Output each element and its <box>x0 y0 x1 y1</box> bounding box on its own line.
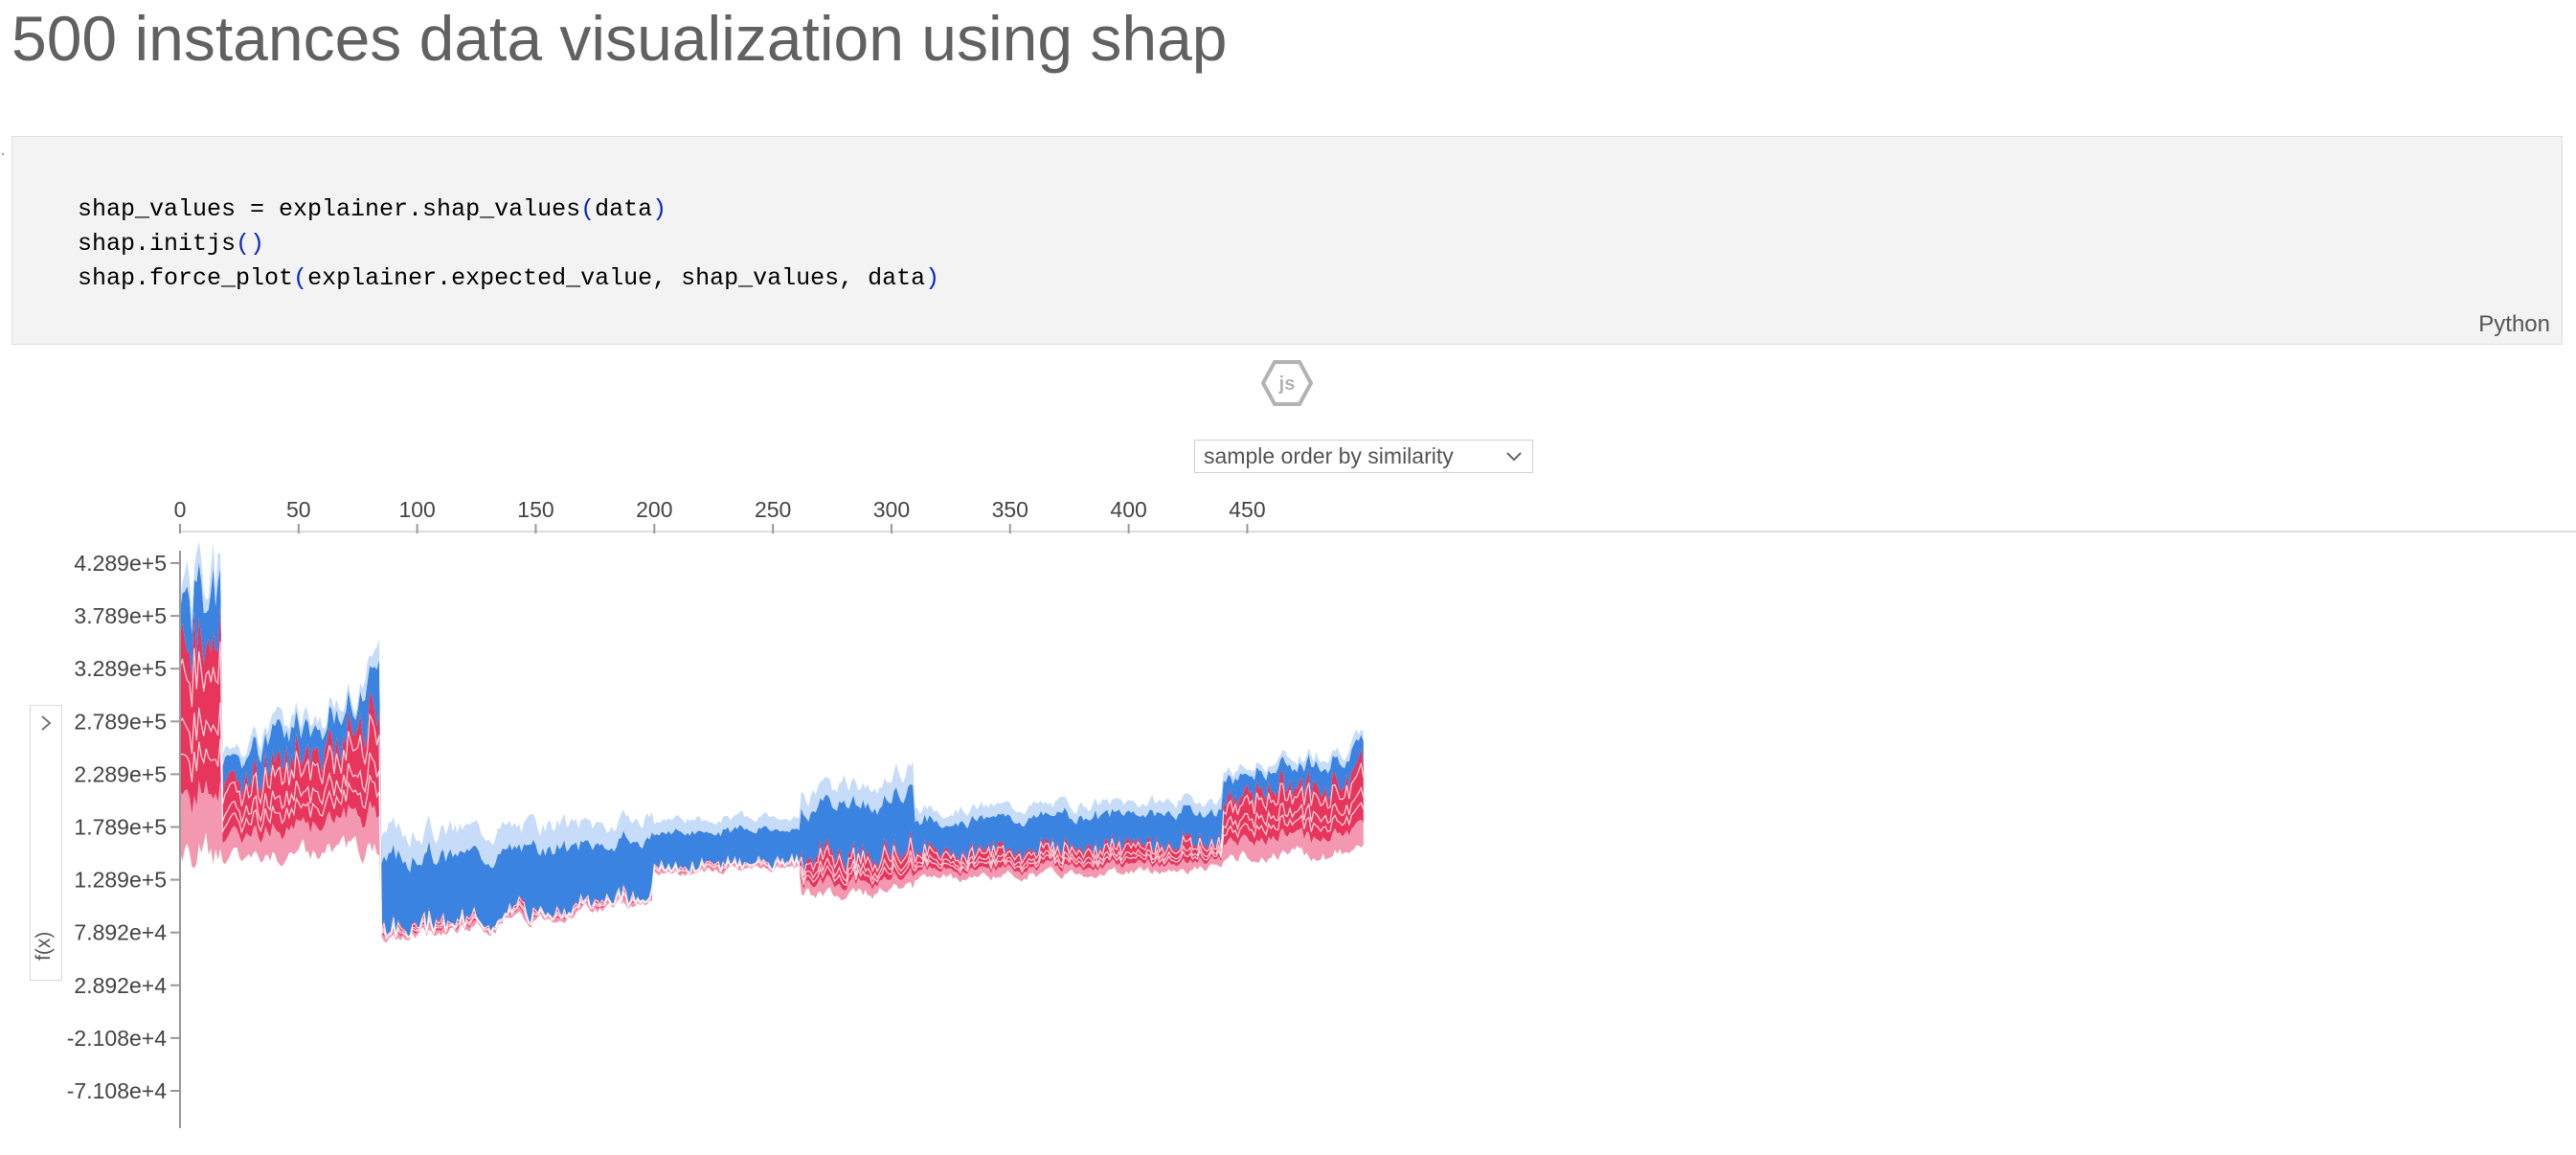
code-paren: ) <box>250 230 265 258</box>
force-plot-areas <box>179 541 1365 943</box>
positive-area <box>180 604 1364 940</box>
feature-separator-line <box>179 641 1365 938</box>
y-tick-label: 3.289e+5 <box>74 656 167 681</box>
hexagon-shape <box>1261 360 1313 406</box>
code-token: shap.initjs <box>78 230 237 258</box>
x-tick-label: 50 <box>286 497 311 522</box>
y-tick-label: 3.789e+5 <box>74 603 167 628</box>
code-token: explainer.expected_value, shap_values, d… <box>307 264 926 292</box>
sample-order-value: sample order by similarity <box>1204 443 1454 468</box>
x-tick-label: 0 <box>174 497 187 522</box>
cell-marker: · <box>0 144 6 163</box>
fx-axis-toggle[interactable]: f(x) <box>30 705 62 981</box>
page-title: 500 instances data visualization using s… <box>11 3 1228 74</box>
feature-separator-line <box>179 738 1365 940</box>
force-plot-axes: 0 50 100 150 200 250 300 350 400 450 4.289e+5 3.789… <box>67 497 2576 1128</box>
code-paren: ) <box>925 264 940 292</box>
code-token: shap_values = explainer.shap_values <box>78 195 581 223</box>
sample-order-select[interactable]: sample order by similarity <box>1194 440 1533 473</box>
x-tick-label: 400 <box>1110 497 1146 522</box>
code-paren: ( <box>580 195 596 223</box>
code-body[interactable]: shap_values = explainer.shap_values(data… <box>78 192 939 296</box>
chevron-down-icon <box>1506 452 1522 462</box>
x-tick-label: 300 <box>873 497 910 522</box>
y-tick-label: -2.108e+4 <box>67 1026 167 1051</box>
fx-label: f(x) <box>33 931 55 961</box>
js-logo-icon: js <box>1261 360 1313 406</box>
code-line-3: shap.force_plot(explainer.expected_value… <box>78 261 939 296</box>
y-tick-label: -7.108e+4 <box>67 1078 167 1103</box>
code-cell[interactable]: shap_values = explainer.shap_values(data… <box>11 136 2563 345</box>
x-tick-label: 350 <box>992 497 1028 522</box>
code-line-1: shap_values = explainer.shap_values(data… <box>78 192 939 227</box>
y-tick-label: 1.289e+5 <box>74 868 167 893</box>
positive-light-area <box>180 780 1364 943</box>
y-tick-label: 2.892e+4 <box>74 973 167 998</box>
x-tick-label: 200 <box>636 497 672 522</box>
code-paren: ( <box>236 230 251 258</box>
x-tick-label: 250 <box>755 497 791 522</box>
negative-light-area <box>180 541 1364 872</box>
x-tick-label: 150 <box>517 497 554 522</box>
y-tick-label: 2.789e+5 <box>74 709 167 734</box>
js-badge-text: js <box>1278 374 1296 395</box>
y-tick-label: 7.892e+4 <box>74 920 167 945</box>
negative-area <box>180 562 1364 936</box>
feature-separator-line <box>179 702 1365 940</box>
y-tick-label: 4.289e+5 <box>74 551 167 576</box>
x-tick-label: 100 <box>398 497 435 522</box>
y-tick-label: 1.789e+5 <box>74 815 167 840</box>
code-paren: ) <box>652 195 667 223</box>
code-paren: ( <box>293 264 308 292</box>
language-label[interactable]: Python <box>2478 311 2550 337</box>
code-line-2: shap.initjs() <box>78 227 939 261</box>
y-tick-label: 2.289e+5 <box>74 761 167 786</box>
chevron-right-icon <box>41 715 52 731</box>
code-token: shap.force_plot <box>78 264 294 292</box>
x-tick-label: 450 <box>1229 497 1265 522</box>
code-token: data <box>595 195 653 223</box>
